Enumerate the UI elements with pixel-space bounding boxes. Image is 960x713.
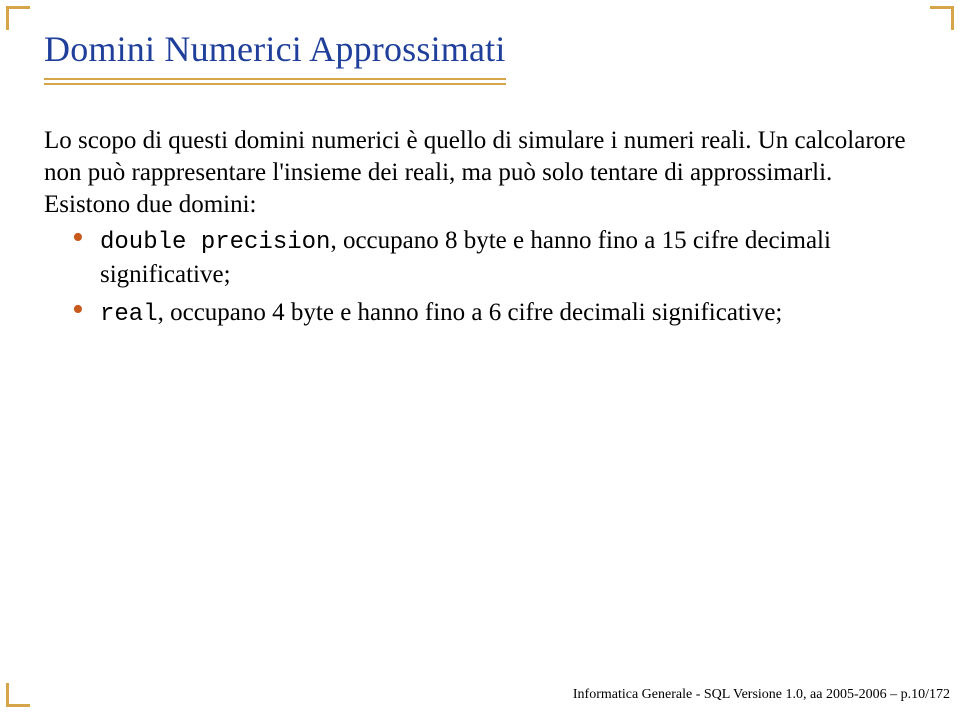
- title-underline: [44, 78, 506, 80]
- slide-content: Domini Numerici Approssimati Lo scopo di…: [44, 28, 916, 336]
- code-token: real: [100, 301, 158, 328]
- title-underline: [44, 83, 506, 85]
- list-item: double precision, occupano 8 byte e hann…: [44, 225, 916, 291]
- list-item-text: , occupano 4 byte e hanno fino a 6 cifre…: [158, 299, 783, 326]
- page-title: Domini Numerici Approssimati: [44, 28, 506, 70]
- intro-paragraph: Lo scopo di questi domini numerici è que…: [44, 125, 916, 221]
- title-block: Domini Numerici Approssimati: [44, 28, 506, 85]
- corner-decoration-top-right: [930, 6, 954, 30]
- code-token: double precision: [100, 229, 330, 256]
- bullet-list: double precision, occupano 8 byte e hann…: [44, 225, 916, 330]
- body-text: Lo scopo di questi domini numerici è que…: [44, 125, 916, 330]
- corner-decoration-top-left: [6, 6, 30, 30]
- footer-text: Informatica Generale - SQL Versione 1.0,…: [573, 687, 950, 703]
- list-item: real, occupano 4 byte e hanno fino a 6 c…: [44, 297, 916, 331]
- corner-decoration-bottom-left: [6, 683, 30, 707]
